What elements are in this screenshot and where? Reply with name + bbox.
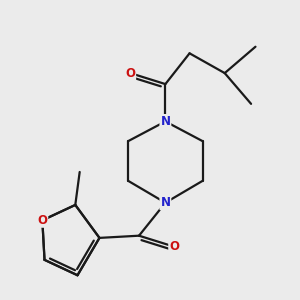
Text: N: N [160,196,170,209]
Text: O: O [37,214,47,227]
Text: N: N [160,115,170,128]
Text: O: O [169,240,179,253]
Text: O: O [125,67,135,80]
